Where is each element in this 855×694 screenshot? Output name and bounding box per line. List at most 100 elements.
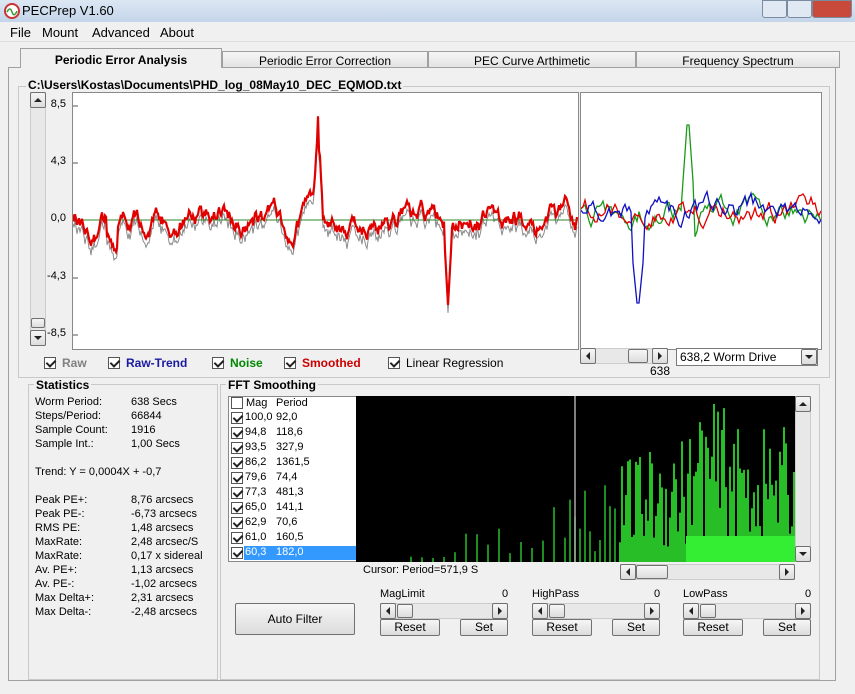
window-button[interactable] xyxy=(762,0,787,18)
fft-mag: 77,3 xyxy=(245,486,267,498)
reset-button[interactable]: Reset xyxy=(532,619,592,636)
scroll-arrow[interactable] xyxy=(795,603,811,619)
tab[interactable]: PEC Curve Arthimetic xyxy=(428,51,636,68)
checkbox-label[interactable]: Smoothed xyxy=(302,356,361,370)
scroll-arrow[interactable] xyxy=(620,564,636,580)
scroll-arrow[interactable] xyxy=(580,348,596,364)
v-scroll xyxy=(795,396,811,562)
scroll-arrow[interactable] xyxy=(801,349,817,365)
scroll-arrow[interactable] xyxy=(380,603,396,619)
scroll-thumb[interactable] xyxy=(636,565,668,579)
arrow-icon xyxy=(650,607,654,615)
arrow xyxy=(650,607,654,615)
arrow xyxy=(34,336,42,340)
icon xyxy=(6,8,18,16)
window-button[interactable] xyxy=(812,0,852,18)
scroll-arrow[interactable] xyxy=(492,603,508,619)
scroll-arrow[interactable] xyxy=(652,348,668,364)
scroll-thumb[interactable] xyxy=(397,604,413,618)
tab[interactable]: Periodic Error Correction xyxy=(222,51,428,68)
checkbox[interactable] xyxy=(231,532,243,544)
set-button[interactable]: Set xyxy=(612,619,660,636)
stat-value: -1,02 arcsecs xyxy=(131,578,198,590)
smoothed-trace xyxy=(73,116,578,306)
fft-period: 70,6 xyxy=(276,516,298,528)
scroll-arrow[interactable] xyxy=(795,546,811,562)
v-thumb[interactable] xyxy=(31,318,45,328)
auto-filter-button[interactable]: Auto Filter xyxy=(235,603,355,635)
menu-item[interactable]: File xyxy=(10,25,31,40)
scroll-thumb[interactable] xyxy=(700,604,716,618)
set-button[interactable]: Set xyxy=(460,619,508,636)
fft-period: 141,1 xyxy=(276,501,304,513)
checkbox[interactable] xyxy=(231,472,243,484)
checkbox[interactable] xyxy=(231,502,243,514)
checkbox[interactable] xyxy=(231,487,243,499)
checkbox[interactable] xyxy=(231,442,243,454)
menu-bar xyxy=(0,22,855,42)
fft-mag: 94,8 xyxy=(245,426,267,438)
stat-value: -6,73 arcsecs xyxy=(131,508,198,520)
y-axis-label: 4,3 xyxy=(50,155,66,167)
checkbox[interactable] xyxy=(231,547,243,559)
scroll-arrow[interactable] xyxy=(30,330,46,346)
scroll-arrow[interactable] xyxy=(644,603,660,619)
stat-label: Sample Count: xyxy=(35,424,108,436)
arrow-icon xyxy=(799,552,807,556)
tab[interactable]: Frequency Spectrum xyxy=(636,51,840,68)
checkbox[interactable] xyxy=(388,357,400,369)
checkbox-label[interactable]: Linear Regression xyxy=(406,356,504,370)
arrow xyxy=(689,607,693,615)
checkbox[interactable] xyxy=(231,427,243,439)
checkbox-label[interactable]: Raw xyxy=(62,356,87,370)
scroll-arrow[interactable] xyxy=(683,603,699,619)
fft-mag: 100,0 xyxy=(245,411,273,423)
checkbox[interactable] xyxy=(44,357,56,369)
checkbox[interactable] xyxy=(231,457,243,469)
drive-select[interactable]: 638,2 Worm Drive xyxy=(676,348,818,366)
checkbox[interactable] xyxy=(231,517,243,529)
scroll-arrow[interactable] xyxy=(779,564,795,580)
main-plot xyxy=(72,92,579,350)
arrow-icon xyxy=(498,607,502,615)
stats-title: Statistics xyxy=(34,378,92,392)
arrow xyxy=(785,568,789,576)
checkbox[interactable] xyxy=(284,357,296,369)
arrow-icon xyxy=(801,607,805,615)
fft-title: FFT Smoothing xyxy=(226,378,318,392)
y-axis-label: -8,5 xyxy=(47,327,66,339)
checkbox[interactable] xyxy=(231,412,243,424)
set-button[interactable]: Set xyxy=(763,619,811,636)
reset-button[interactable]: Reset xyxy=(683,619,743,636)
stat-label: Av. PE+: xyxy=(35,564,78,576)
stat-label: Max Delta+: xyxy=(35,592,94,604)
arrow xyxy=(586,352,590,360)
scroll-arrow[interactable] xyxy=(30,92,46,108)
fft-period: 118,6 xyxy=(276,426,303,438)
scroll-thumb[interactable] xyxy=(549,604,565,618)
menu-item[interactable]: Mount xyxy=(42,25,79,40)
fft-period: 160,5 xyxy=(276,531,304,543)
fft-period: 327,9 xyxy=(276,441,304,453)
checkbox-label[interactable]: Noise xyxy=(230,356,263,370)
fft-period: 74,4 xyxy=(276,471,298,483)
filter-value: 0 xyxy=(502,588,509,600)
cursor-text: Cursor: Period=571,9 S xyxy=(363,564,479,576)
reset-button[interactable]: Reset xyxy=(380,619,440,636)
checkbox-label[interactable]: Raw-Trend xyxy=(126,356,188,370)
checkbox[interactable] xyxy=(108,357,120,369)
window-button[interactable] xyxy=(787,0,812,18)
stat-label: MaxRate: xyxy=(35,536,83,548)
menu-item[interactable]: Advanced xyxy=(92,25,150,40)
scroll-thumb[interactable] xyxy=(628,349,648,363)
scroll-arrow[interactable] xyxy=(795,396,811,412)
tab[interactable]: Periodic Error Analysis xyxy=(20,48,222,68)
file-path: C:\Users\Kostas\Documents\PHD_log_08May1… xyxy=(26,78,404,92)
fft-mag: 65,0 xyxy=(245,501,267,513)
menu-item[interactable]: About xyxy=(160,25,194,40)
checkbox[interactable] xyxy=(212,357,224,369)
filter-label: MagLimit xyxy=(380,588,425,600)
scroll-arrow[interactable] xyxy=(532,603,548,619)
arrow xyxy=(538,607,542,615)
checkbox[interactable] xyxy=(231,397,243,409)
